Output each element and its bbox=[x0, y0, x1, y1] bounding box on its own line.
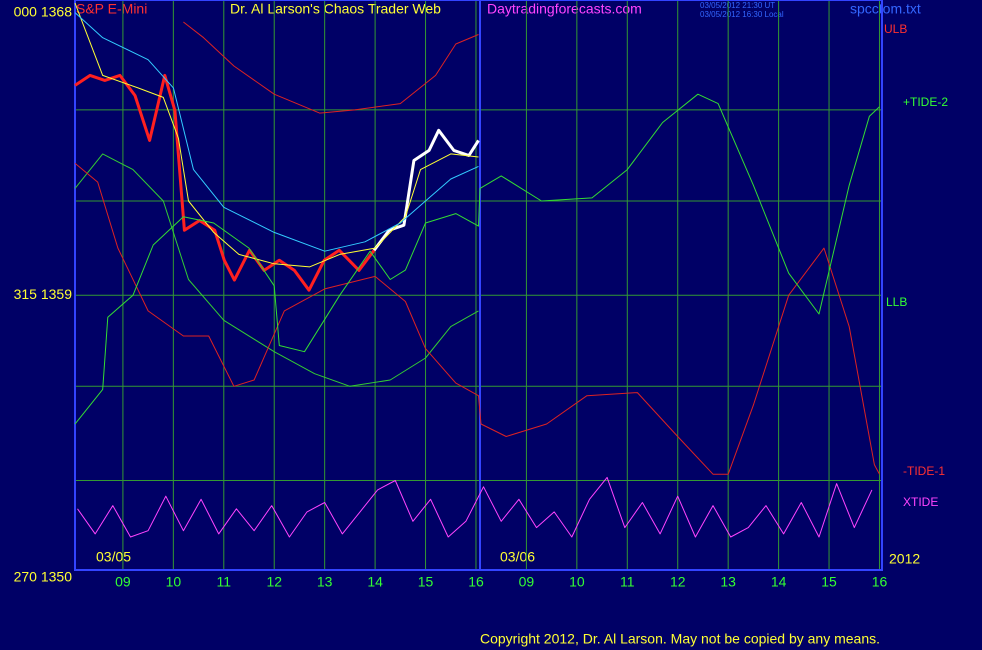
x-tick-label: 11 bbox=[217, 574, 232, 590]
chart-title: Dr. Al Larson's Chaos Trader Web bbox=[230, 1, 441, 17]
x-tick-label: 12 bbox=[670, 574, 686, 590]
x-tick-label: 15 bbox=[418, 574, 434, 590]
x-tick-label: 13 bbox=[317, 574, 333, 590]
annotation: XTIDE bbox=[903, 495, 938, 509]
file-name: spcctom.txt bbox=[850, 1, 921, 17]
series-line bbox=[77, 476, 873, 538]
date-label: 03/06 bbox=[500, 549, 535, 565]
series-line bbox=[183, 21, 479, 114]
year-label: 2012 bbox=[889, 551, 920, 567]
series-line bbox=[74, 93, 880, 425]
site: Daytradingforecasts.com bbox=[487, 1, 642, 17]
x-tick-label: 13 bbox=[720, 574, 736, 590]
annotation: LLB bbox=[886, 295, 907, 309]
x-tick-label: 14 bbox=[771, 574, 787, 590]
annotation: ULB bbox=[884, 22, 907, 36]
annotation: -TIDE-1 bbox=[903, 464, 945, 478]
y-tick-label: 315 1359 bbox=[14, 286, 73, 302]
x-tick-label: 14 bbox=[367, 574, 383, 590]
series-line bbox=[74, 73, 376, 292]
date-label: 03/05 bbox=[96, 549, 131, 565]
x-tick-label: 16 bbox=[468, 574, 484, 590]
series-line bbox=[74, 162, 880, 475]
series-line bbox=[74, 12, 479, 252]
instrument: S&P E-Mini bbox=[76, 1, 147, 17]
timestamp-local: 03/05/2012 16:30 Local bbox=[700, 10, 784, 19]
annotation: +TIDE-2 bbox=[903, 95, 948, 109]
series-line bbox=[74, 153, 479, 387]
x-tick-label: 12 bbox=[266, 574, 282, 590]
plot-frame bbox=[74, 0, 883, 571]
copyright: Copyright 2012, Dr. Al Larson. May not b… bbox=[480, 631, 880, 647]
x-tick-label: 16 bbox=[872, 574, 888, 590]
x-tick-label: 09 bbox=[519, 574, 535, 590]
y-tick-label: 000 1368 bbox=[14, 3, 73, 19]
x-tick-label: 11 bbox=[620, 574, 635, 590]
x-tick-label: 09 bbox=[115, 574, 131, 590]
x-tick-label: 10 bbox=[166, 574, 182, 590]
x-tick-label: 15 bbox=[821, 574, 837, 590]
timestamp-ut: 03/05/2012 21:30 UT bbox=[700, 1, 775, 10]
y-tick-label: 270 1350 bbox=[14, 569, 73, 585]
x-tick-label: 10 bbox=[569, 574, 585, 590]
